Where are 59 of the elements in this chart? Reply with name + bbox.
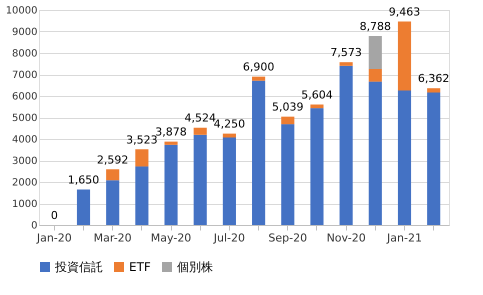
bar — [310, 108, 324, 225]
bar — [427, 88, 440, 93]
bar — [106, 180, 120, 225]
y-tick-label: 8000 — [12, 48, 38, 60]
total-label: 6,900 — [242, 60, 274, 74]
bar — [106, 169, 120, 180]
y-tick-label: 3000 — [12, 156, 38, 167]
bar — [281, 116, 294, 124]
x-tick-label: Mar-20 — [94, 232, 132, 244]
legend-label: ETF — [129, 260, 151, 274]
bar — [368, 36, 382, 69]
bar — [398, 90, 412, 225]
bar — [368, 82, 382, 225]
total-label: 1,650 — [68, 174, 100, 187]
bar — [164, 144, 178, 225]
bar — [135, 149, 148, 166]
x-tick-label: Jan-20 — [36, 232, 72, 244]
bar — [368, 68, 382, 82]
x-tick-label: Jan-21 — [386, 232, 422, 244]
total-label: 0 — [50, 209, 58, 222]
x-tick-label: Nov-20 — [326, 232, 366, 244]
bar — [427, 92, 440, 225]
y-tick-label: 9000 — [12, 27, 38, 38]
total-label: 7,573 — [330, 46, 362, 60]
bar — [194, 128, 207, 135]
y-tick-label: 1000 — [12, 199, 38, 210]
legend-label: 投資信託 — [54, 260, 103, 274]
y-tick-label: 10000 — [6, 6, 38, 16]
bar — [222, 134, 236, 138]
bar — [310, 104, 324, 108]
bar — [76, 190, 90, 225]
total-label: 8,788 — [360, 20, 392, 34]
x-tick-label: Sep-20 — [268, 232, 308, 244]
total-label: 3,523 — [126, 133, 158, 146]
bar — [135, 166, 148, 225]
y-tick-label: 0 — [31, 220, 38, 232]
bar — [194, 134, 207, 225]
bar — [340, 66, 353, 225]
legend-label: 個別株 — [177, 260, 213, 274]
total-label: 5,604 — [301, 88, 333, 102]
total-label: 6,362 — [418, 72, 450, 86]
total-label: 3,878 — [155, 126, 187, 139]
y-tick-label: 6000 — [12, 92, 38, 102]
total-label: 2,592 — [96, 153, 128, 166]
bar — [281, 124, 294, 225]
y-tick-label: 4000 — [12, 134, 38, 146]
y-tick-label: 5000 — [12, 113, 38, 124]
bar — [164, 142, 178, 145]
bar — [222, 137, 236, 225]
total-label: 9,463 — [388, 6, 420, 19]
y-tick-label: 7000 — [12, 70, 38, 81]
x-tick-label: May-20 — [150, 232, 192, 244]
bar — [398, 22, 412, 91]
y-tick-label: 2000 — [12, 178, 38, 188]
bar — [252, 76, 266, 81]
x-tick-label: Jul-20 — [212, 232, 246, 244]
bar — [340, 62, 353, 66]
total-label: 5,039 — [272, 100, 304, 114]
bar — [252, 80, 266, 225]
